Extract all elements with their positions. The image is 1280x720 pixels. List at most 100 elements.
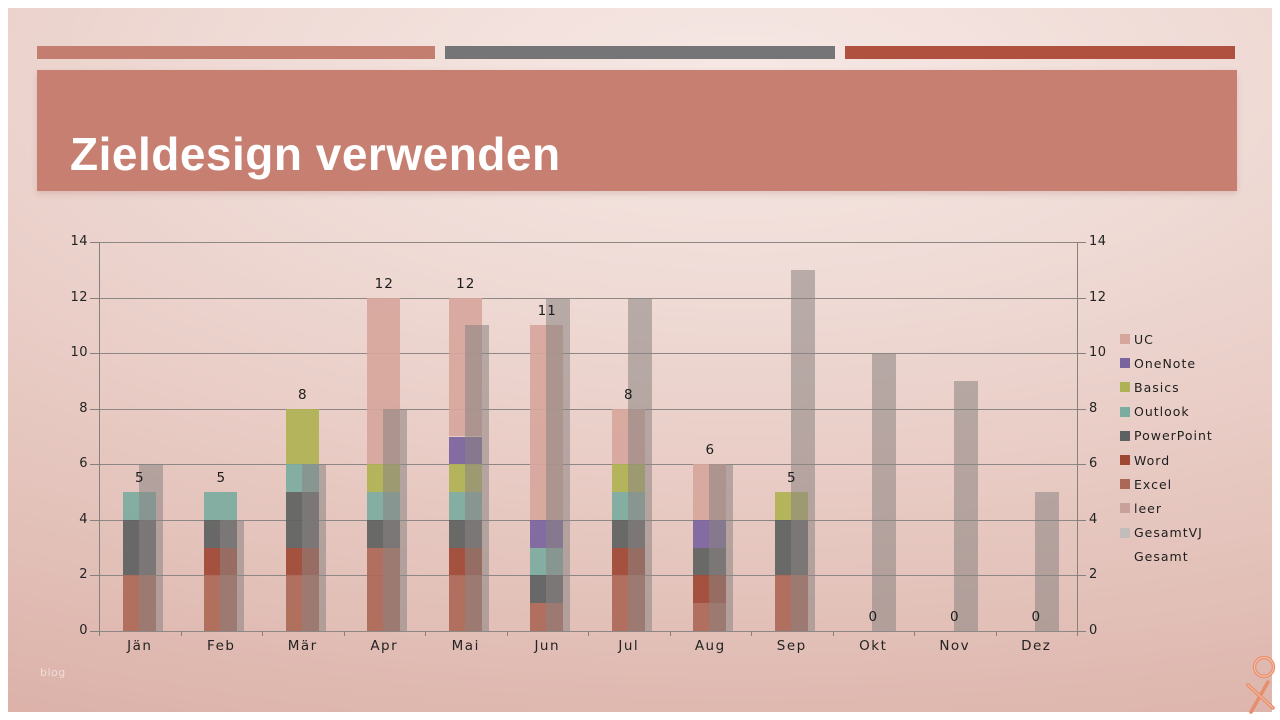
y-axis-label-right: 6 xyxy=(1089,456,1098,472)
x-axis-tick xyxy=(180,631,182,636)
data-label-gesamt: 12 xyxy=(456,275,476,292)
x-axis-tick xyxy=(506,631,508,636)
y-axis-label-left: 6 xyxy=(79,456,88,472)
overlay-bar-gesamtvj xyxy=(953,380,978,631)
bar-segment-basics xyxy=(285,408,319,465)
x-axis-label: Mai xyxy=(451,638,480,654)
x-axis-tick xyxy=(425,631,426,636)
y-axis-label-right: 12 xyxy=(1089,289,1107,305)
legend-item-gesamtvj: GesamtVJ xyxy=(1120,521,1213,545)
y-axis-tick-right xyxy=(1077,297,1086,299)
overlay-bar-gesamtvj xyxy=(383,408,408,631)
overlay-bar-gesamtvj xyxy=(138,464,163,631)
x-axis-label: Nov xyxy=(939,638,971,654)
watermark-text: blog xyxy=(40,666,66,679)
overlay-bar-gesamtvj xyxy=(709,464,734,631)
y-axis-label-left: 8 xyxy=(79,400,88,416)
legend-swatch-uc xyxy=(1120,334,1130,345)
y-axis-tick-right xyxy=(1077,631,1086,632)
legend-swatch-leer xyxy=(1120,503,1130,514)
gridline xyxy=(99,297,1077,299)
y-axis-tick-left xyxy=(90,575,99,577)
legend-swatch-basics xyxy=(1120,382,1130,393)
overlay-bar-gesamtvj xyxy=(546,297,571,631)
x-axis-tick xyxy=(343,631,345,636)
gridline xyxy=(99,519,1077,521)
x-axis-label: Jän xyxy=(127,638,153,654)
legend-item-excel: Excel xyxy=(1120,472,1213,496)
y-axis-label-left: 0 xyxy=(79,623,88,638)
data-label-gesamt: 6 xyxy=(705,442,716,459)
title-banner: Zieldesign verwenden xyxy=(37,70,1237,191)
x-axis-tick xyxy=(1077,631,1078,636)
y-axis-label-right: 14 xyxy=(1089,234,1107,249)
y-axis-line-left xyxy=(99,242,100,636)
y-axis-tick-left xyxy=(90,297,99,299)
x-axis-label: Apr xyxy=(370,638,399,654)
gridline xyxy=(99,575,1077,577)
legend-swatch-outlook xyxy=(1120,406,1130,417)
bar-segment-outlook xyxy=(204,492,238,520)
data-label-gesamt: 8 xyxy=(623,386,634,403)
data-label-gesamt: 5 xyxy=(216,470,227,487)
x-axis-tick xyxy=(832,631,834,636)
overlay-bar-gesamtvj xyxy=(1035,492,1060,631)
legend-swatch-gesamtvj xyxy=(1120,527,1130,538)
overlay-bar-gesamtvj xyxy=(627,297,652,631)
y-axis-tick-left xyxy=(90,353,99,355)
x-axis-label: Aug xyxy=(694,638,726,654)
x-axis-tick xyxy=(588,631,589,636)
y-axis-label-left: 14 xyxy=(70,234,88,249)
legend-item-leer: leer xyxy=(1120,496,1213,520)
overlay-bar-gesamtvj xyxy=(790,269,815,631)
y-axis-label-left: 12 xyxy=(70,289,88,305)
y-axis-tick-left xyxy=(90,464,99,466)
data-label-gesamt: 11 xyxy=(537,303,557,320)
data-label-gesamt: 0 xyxy=(1031,609,1042,625)
legend-item-gesamt: Gesamt xyxy=(1120,545,1213,569)
legend-label: Basics xyxy=(1134,379,1180,395)
legend-label: OneNote xyxy=(1134,355,1197,371)
y-axis-line-right xyxy=(1077,242,1078,636)
slide-title: Zieldesign verwenden xyxy=(70,128,561,180)
y-axis-tick-right xyxy=(1077,519,1086,521)
x-axis-label: Jul xyxy=(618,638,640,654)
y-axis-tick-left xyxy=(90,519,99,521)
y-axis-tick-left xyxy=(90,242,99,243)
chart-legend: UC OneNote Basics Outlook PowerPoint Word Exce… xyxy=(1120,327,1213,569)
y-axis-tick-left xyxy=(90,408,99,410)
gridline xyxy=(99,408,1077,410)
legend-label: Excel xyxy=(1134,476,1173,492)
overlay-bar-gesamtvj xyxy=(301,464,326,631)
gridline xyxy=(99,353,1077,355)
y-axis-label-left: 4 xyxy=(79,511,88,527)
data-label-gesamt: 8 xyxy=(297,386,308,403)
x-axis-label: Mär xyxy=(287,638,318,654)
legend-label: GesamtVJ xyxy=(1134,525,1203,541)
legend-item-word: Word xyxy=(1120,448,1213,472)
legend-swatch-excel xyxy=(1120,479,1130,490)
gridline xyxy=(99,464,1077,466)
y-axis-label-left: 2 xyxy=(79,567,88,583)
y-axis-label-right: 4 xyxy=(1089,511,1098,527)
legend-item-basics: Basics xyxy=(1120,375,1213,399)
legend-swatch-gesamt xyxy=(1120,552,1130,562)
x-axis-tick xyxy=(751,631,752,636)
data-label-gesamt: 0 xyxy=(868,609,879,625)
data-label-gesamt: 12 xyxy=(374,275,394,292)
y-axis-tick-right xyxy=(1077,464,1086,466)
legend-swatch-onenote xyxy=(1120,358,1130,369)
legend-label: leer xyxy=(1134,500,1162,516)
legend-label: Gesamt xyxy=(1134,549,1189,565)
y-axis-tick-right xyxy=(1077,408,1086,410)
legend-item-outlook: Outlook xyxy=(1120,400,1213,424)
overlay-bar-gesamtvj xyxy=(872,353,897,631)
legend-label: UC xyxy=(1134,331,1154,347)
x-axis-label: Dez xyxy=(1021,638,1052,654)
data-label-gesamt: 5 xyxy=(786,470,797,487)
x-axis-tick xyxy=(669,631,671,636)
x-axis-label: Okt xyxy=(859,638,888,654)
legend-item-uc: UC xyxy=(1120,327,1213,351)
data-label-gesamt: 5 xyxy=(134,470,145,487)
overlay-bar-gesamtvj xyxy=(464,325,489,631)
